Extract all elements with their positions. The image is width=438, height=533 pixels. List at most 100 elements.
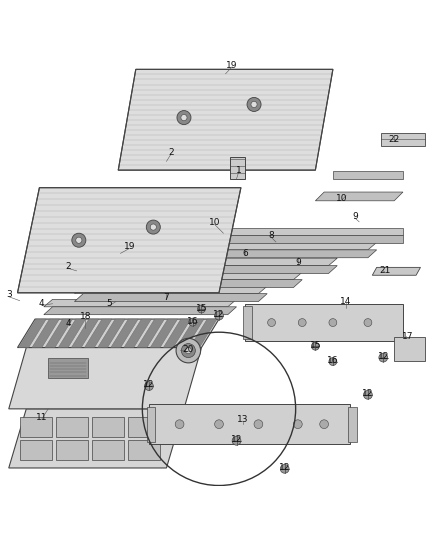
Text: 7: 7 [163, 293, 170, 302]
Circle shape [280, 464, 289, 473]
Polygon shape [145, 258, 337, 265]
Circle shape [145, 382, 153, 391]
Text: 12: 12 [213, 310, 225, 319]
Text: 10: 10 [336, 194, 347, 203]
Text: 21: 21 [380, 266, 391, 276]
Circle shape [215, 311, 223, 320]
Text: 2: 2 [65, 262, 71, 271]
Polygon shape [150, 319, 178, 348]
Text: 12: 12 [362, 389, 374, 398]
Circle shape [298, 319, 306, 327]
Polygon shape [147, 407, 155, 442]
Polygon shape [45, 319, 73, 348]
Text: 3: 3 [6, 290, 12, 300]
Circle shape [189, 318, 197, 326]
Polygon shape [71, 319, 99, 348]
Polygon shape [9, 409, 184, 468]
Circle shape [251, 101, 257, 108]
Text: 16: 16 [327, 356, 339, 365]
Polygon shape [85, 319, 112, 348]
Polygon shape [124, 319, 151, 348]
Text: 15: 15 [196, 304, 207, 313]
Circle shape [364, 319, 372, 327]
Polygon shape [111, 319, 138, 348]
Polygon shape [315, 192, 403, 201]
Polygon shape [333, 171, 403, 179]
Circle shape [176, 338, 201, 363]
Polygon shape [32, 319, 60, 348]
Polygon shape [348, 407, 357, 442]
Circle shape [293, 420, 302, 429]
Polygon shape [20, 440, 52, 460]
Polygon shape [219, 235, 403, 243]
Text: 2: 2 [168, 148, 173, 157]
Circle shape [177, 110, 191, 125]
Text: 1: 1 [236, 166, 242, 175]
Polygon shape [44, 307, 237, 314]
Polygon shape [149, 405, 350, 444]
Polygon shape [381, 133, 425, 146]
Text: 15: 15 [310, 341, 321, 350]
Polygon shape [74, 286, 267, 294]
Circle shape [175, 420, 184, 429]
Polygon shape [74, 294, 267, 302]
Text: 9: 9 [352, 212, 358, 221]
Polygon shape [137, 319, 164, 348]
Circle shape [181, 344, 195, 358]
Text: 12: 12 [143, 380, 155, 389]
Text: 19: 19 [226, 61, 238, 69]
Text: 8: 8 [268, 231, 275, 240]
Polygon shape [110, 272, 302, 280]
Circle shape [379, 353, 388, 362]
Polygon shape [92, 440, 124, 460]
Circle shape [185, 348, 191, 354]
Polygon shape [230, 157, 245, 179]
Text: 9: 9 [295, 257, 301, 266]
Text: 14: 14 [340, 297, 352, 306]
Circle shape [254, 420, 263, 429]
Polygon shape [118, 69, 333, 170]
Polygon shape [394, 336, 425, 361]
Circle shape [181, 115, 187, 120]
Text: 12: 12 [378, 352, 389, 361]
Circle shape [311, 342, 319, 350]
Polygon shape [19, 319, 46, 348]
Circle shape [247, 98, 261, 111]
Text: 10: 10 [209, 218, 220, 227]
Circle shape [320, 420, 328, 429]
Text: 20: 20 [183, 345, 194, 354]
Circle shape [215, 420, 223, 429]
Text: 6: 6 [242, 249, 248, 258]
Polygon shape [145, 265, 337, 273]
Circle shape [146, 220, 160, 234]
Polygon shape [184, 243, 377, 250]
Polygon shape [110, 280, 302, 287]
Polygon shape [219, 228, 403, 235]
Text: 11: 11 [36, 413, 47, 422]
Polygon shape [18, 319, 219, 348]
Polygon shape [190, 319, 217, 348]
Polygon shape [56, 440, 88, 460]
Text: 13: 13 [237, 415, 249, 424]
Text: 18: 18 [80, 312, 91, 321]
Polygon shape [48, 359, 88, 378]
Polygon shape [98, 319, 125, 348]
Circle shape [76, 237, 82, 243]
Polygon shape [243, 306, 252, 339]
Text: 4: 4 [65, 319, 71, 328]
Polygon shape [372, 268, 420, 275]
Circle shape [150, 224, 156, 230]
Polygon shape [245, 304, 403, 341]
Polygon shape [20, 417, 52, 437]
Circle shape [329, 358, 337, 366]
Polygon shape [58, 319, 86, 348]
Circle shape [364, 391, 372, 399]
Polygon shape [177, 319, 204, 348]
Circle shape [268, 319, 276, 327]
Text: 22: 22 [389, 135, 400, 144]
Text: 5: 5 [106, 299, 113, 308]
Text: 4: 4 [39, 299, 44, 308]
Text: 17: 17 [402, 332, 413, 341]
Polygon shape [128, 440, 160, 460]
Polygon shape [92, 417, 124, 437]
